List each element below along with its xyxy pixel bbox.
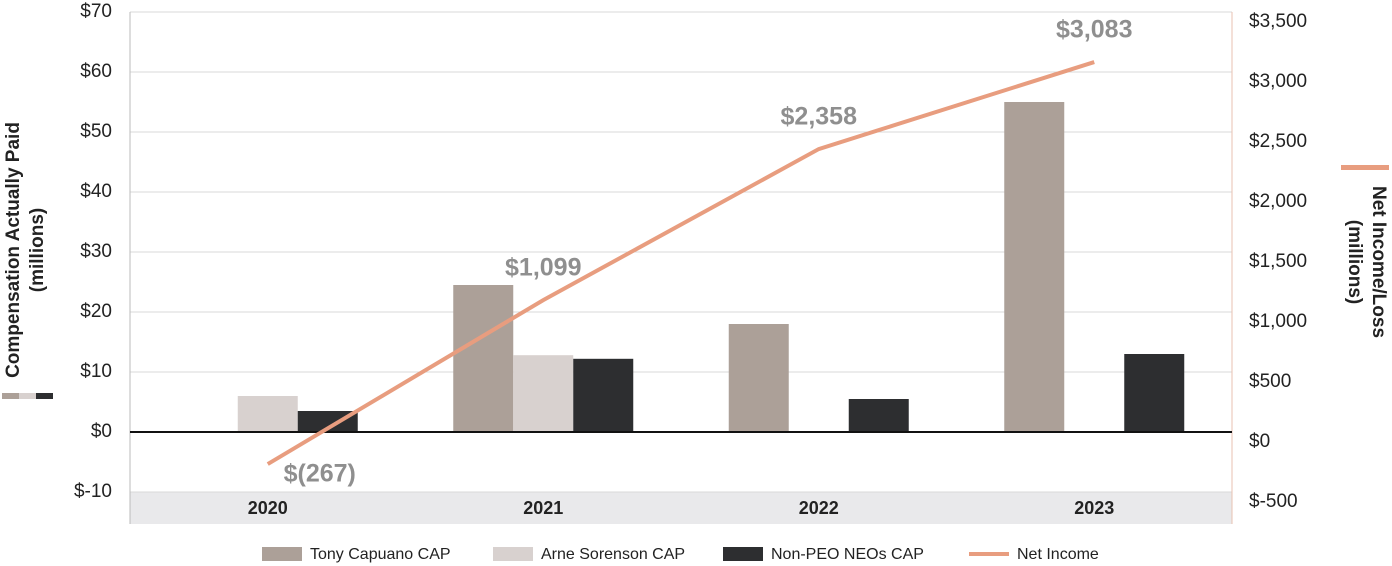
y-tick-label: $50 [80, 121, 112, 142]
legend-label: Non-PEO NEOs CAP [771, 546, 924, 563]
y2-tick-label: $500 [1249, 371, 1291, 392]
y2-axis-title: Net Income/Loss(millions) [1344, 186, 1389, 338]
axis-swatch [36, 393, 53, 399]
bar [513, 355, 574, 432]
y-tick-label: $40 [80, 181, 112, 202]
y2-tick-label: $1,500 [1249, 251, 1307, 272]
y2-tick-label: $1,000 [1249, 311, 1307, 332]
y2-tick-label: $-500 [1249, 491, 1298, 512]
y2-tick-label: $2,000 [1249, 191, 1307, 212]
y2-tick-label: $2,500 [1249, 131, 1307, 152]
bar [848, 399, 909, 432]
legend-swatch [493, 547, 533, 561]
y2-tick-label: $3,500 [1249, 11, 1307, 32]
bar [728, 324, 789, 432]
data-label: $(267) [284, 460, 356, 488]
bar [1124, 354, 1185, 432]
x-tick-label: 2023 [1074, 498, 1114, 518]
y-tick-label: $-10 [74, 481, 112, 502]
bar [1004, 102, 1065, 432]
category-band [130, 492, 1232, 524]
legend-label: Tony Capuano CAP [310, 546, 451, 563]
y-tick-label: $70 [80, 1, 112, 22]
x-tick-label: 2020 [248, 498, 288, 518]
y-tick-label: $0 [91, 421, 112, 442]
y-tick-label: $60 [80, 61, 112, 82]
legend-label: Net Income [1017, 546, 1099, 563]
x-tick-label: 2022 [799, 498, 839, 518]
bar [237, 396, 298, 432]
y-tick-label: $10 [80, 361, 112, 382]
bar [297, 411, 358, 432]
axis-swatch [2, 393, 19, 399]
y-tick-label: $30 [80, 241, 112, 262]
data-label: $1,099 [505, 254, 581, 282]
data-label: $3,083 [1056, 16, 1132, 44]
bar [573, 358, 634, 432]
x-tick-label: 2021 [523, 498, 563, 518]
y2-tick-label: $0 [1249, 431, 1270, 452]
y2-tick-label: $3,000 [1249, 71, 1307, 92]
legend-swatch [723, 547, 763, 561]
y-tick-label: $20 [80, 301, 112, 322]
legend-swatch [262, 547, 302, 561]
legend-label: Arne Sorenson CAP [541, 546, 685, 563]
y-axis-title: Compensation Actually Paid (millions) [3, 122, 48, 378]
data-label: $2,358 [781, 103, 858, 131]
axis-swatch [1341, 165, 1389, 170]
axis-swatch [19, 393, 36, 399]
bar [453, 285, 514, 432]
net-income-line [266, 60, 1095, 466]
